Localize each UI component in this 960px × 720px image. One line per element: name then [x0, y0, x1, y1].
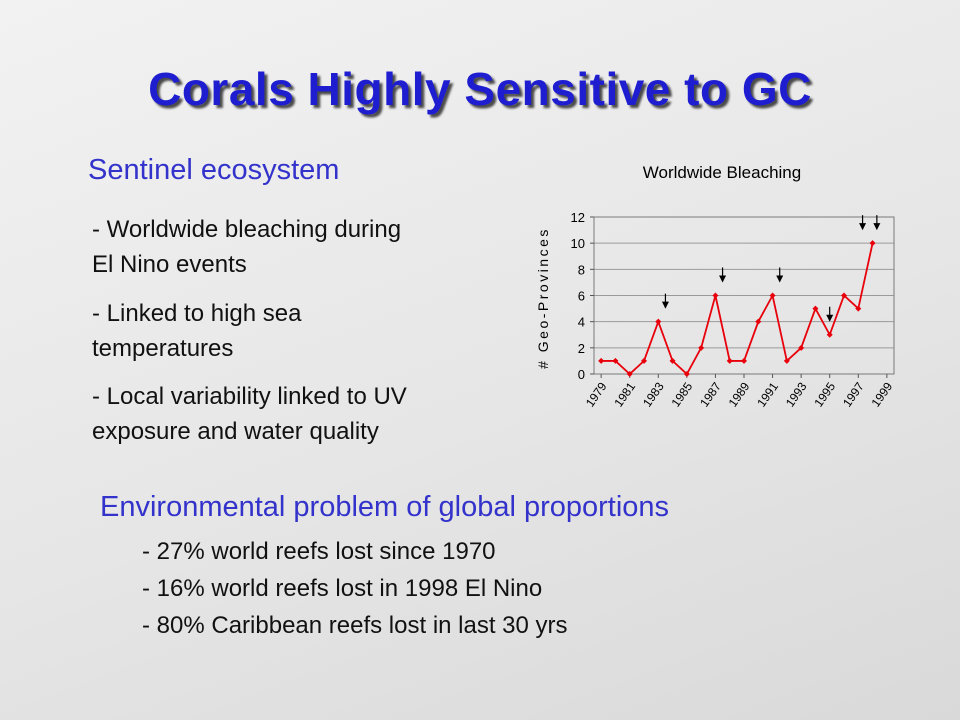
event-arrow-head — [776, 275, 784, 283]
stat-item-2: - 16% world reefs lost in 1998 El Nino — [142, 575, 543, 602]
x-tick-label: 1979 — [583, 379, 610, 409]
x-tick-label: 1993 — [783, 379, 810, 409]
data-point — [783, 357, 790, 364]
x-tick-label: 1985 — [669, 379, 696, 409]
data-point — [669, 357, 676, 364]
stat-item-1: - 27% world reefs lost since 1970 — [142, 538, 496, 565]
y-tick-label: 0 — [578, 367, 585, 382]
bullet-1: - Worldwide bleaching during El Nino eve… — [92, 212, 401, 282]
data-point — [755, 318, 762, 325]
bullet-2-line-1: - Linked to high sea — [92, 300, 302, 327]
y-axis-label: # Geo-Provinces — [535, 227, 551, 369]
x-tick-label: 1999 — [869, 379, 896, 409]
bleaching-chart: Worldwide Bleaching # Geo-Provinces 0 2 4 6… — [535, 163, 896, 410]
x-tick-label: 1981 — [611, 379, 638, 409]
y-tick-label: 12 — [571, 210, 585, 225]
data-point — [683, 371, 690, 377]
data-point — [612, 357, 619, 364]
x-tick-label: 1995 — [811, 379, 838, 409]
data-point — [598, 357, 605, 364]
data-point — [841, 292, 847, 299]
data-point — [855, 305, 862, 312]
event-arrow-head — [859, 223, 867, 231]
data-point — [726, 357, 733, 364]
slide-title: Corals Highly Sensitive to GC — [148, 63, 812, 115]
bullet-1-line-2: El Nino events — [92, 251, 247, 278]
x-tick-label: 1983 — [640, 379, 667, 409]
y-tick-label: 4 — [578, 315, 585, 330]
bullet-3-line-2: exposure and water quality — [92, 418, 379, 445]
bullet-2-line-2: temperatures — [92, 335, 234, 362]
data-point — [769, 292, 776, 299]
data-point — [812, 305, 819, 312]
sentinel-heading: Sentinel ecosystem — [88, 154, 340, 186]
x-tick-label: 1989 — [726, 379, 753, 409]
y-tick-label: 8 — [578, 262, 585, 277]
y-tick-label: 6 — [578, 289, 585, 304]
x-tick-label: 1991 — [754, 379, 781, 409]
y-tick-label: 10 — [571, 236, 585, 251]
bullet-1-line-1: - Worldwide bleaching during — [92, 216, 402, 243]
y-axis-ticks: 0 2 4 6 8 10 12 — [571, 210, 594, 382]
data-point — [698, 344, 705, 351]
bullet-3: - Local variability linked to UV exposur… — [92, 379, 407, 449]
bleaching-series — [598, 240, 876, 377]
stat-item-3: - 80% Caribbean reefs lost in last 30 yr… — [142, 612, 568, 639]
data-point — [826, 331, 833, 338]
y-tick-label: 2 — [578, 341, 585, 356]
event-arrow-head — [826, 314, 834, 322]
event-arrow-head — [719, 275, 727, 283]
event-arrow-head — [873, 223, 881, 231]
x-tick-label: 1987 — [697, 379, 724, 409]
series-line — [601, 242, 874, 376]
data-point — [869, 240, 876, 247]
data-point — [641, 357, 647, 364]
data-point — [712, 292, 719, 299]
environmental-heading: Environmental problem of global proporti… — [100, 491, 670, 523]
chart-title: Worldwide Bleaching — [643, 163, 801, 182]
data-point — [741, 357, 747, 364]
bullet-3-line-1: - Local variability linked to UV — [92, 383, 407, 410]
data-point — [626, 371, 633, 377]
bullet-2: - Linked to high sea temperatures — [92, 296, 301, 366]
chart-gridlines — [594, 216, 894, 349]
data-point — [655, 318, 662, 325]
event-arrow-head — [661, 301, 669, 309]
event-arrows — [661, 215, 881, 322]
data-point — [798, 344, 805, 351]
x-axis-ticks: 1979 1981 1983 1985 1987 1989 1991 1993 1995 1997… — [583, 374, 896, 410]
x-tick-label: 1997 — [840, 379, 867, 409]
